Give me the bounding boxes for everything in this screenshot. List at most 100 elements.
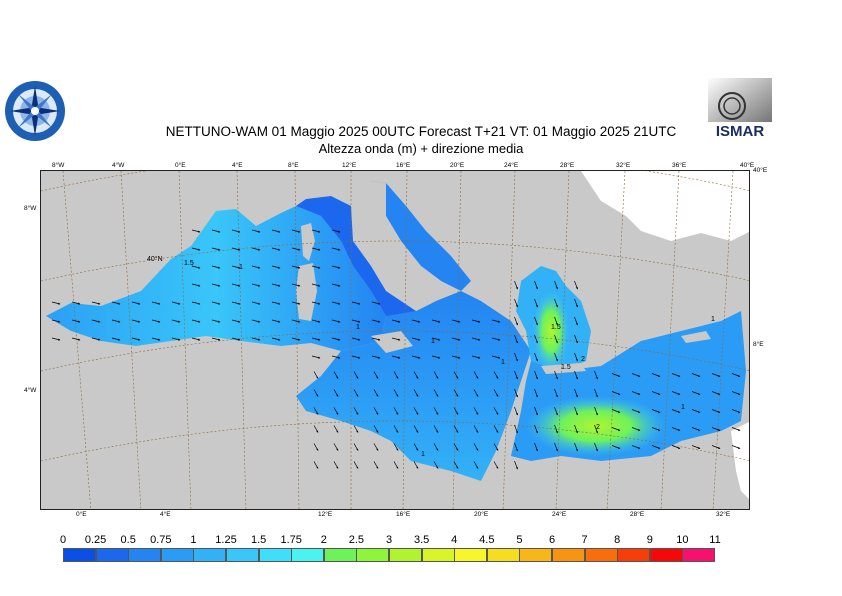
direction-arrow	[313, 425, 319, 433]
direction-arrow	[731, 409, 741, 413]
direction-arrow	[291, 319, 301, 323]
direction-arrow	[371, 301, 381, 305]
legend-color-swatch	[160, 548, 194, 562]
direction-arrow	[671, 427, 681, 431]
legend-value-label: 1.5	[250, 534, 267, 546]
direction-arrow	[611, 373, 621, 377]
direction-arrow	[574, 388, 578, 398]
direction-arrow	[211, 337, 221, 341]
contour-label: 1	[421, 451, 425, 458]
wave-height-map: 1.5 1 1 1 1 1.5 2 1.5 2 1 1 1 40°N	[40, 170, 750, 510]
direction-arrow	[271, 337, 281, 341]
legend-color-swatch	[584, 548, 618, 562]
legend-color-swatch	[356, 548, 390, 562]
direction-arrow	[211, 265, 221, 269]
legend-color-swatch	[193, 548, 227, 562]
direction-arrow	[493, 371, 499, 379]
direction-arrow	[311, 247, 321, 251]
direction-arrow	[471, 319, 481, 323]
direction-arrow	[631, 391, 641, 395]
direction-arrow	[373, 461, 379, 469]
direction-arrow	[191, 337, 201, 341]
direction-arrow	[651, 427, 661, 431]
ismar-logo: ISMAR	[708, 78, 772, 142]
contour-label: 1	[431, 338, 435, 345]
direction-arrow	[251, 283, 261, 287]
direction-arrow	[554, 370, 558, 380]
direction-arrow	[473, 371, 479, 379]
legend-value-label: 10	[676, 534, 689, 546]
contour-label: 1	[681, 404, 685, 411]
direction-arrow	[413, 461, 419, 469]
direction-arrow	[171, 319, 181, 323]
direction-arrow	[251, 319, 261, 323]
top-lon-tick: 12°E	[342, 162, 357, 169]
contour-label: 1.5	[551, 324, 561, 331]
direction-arrow	[311, 301, 321, 305]
direction-arrow	[514, 280, 518, 290]
legend-value-label: 1.75	[280, 534, 302, 546]
direction-arrow	[514, 298, 518, 308]
direction-arrow	[351, 301, 361, 305]
direction-arrow	[453, 371, 459, 379]
direction-arrow	[574, 406, 578, 416]
direction-arrow	[554, 334, 558, 344]
direction-arrow	[51, 301, 61, 305]
direction-arrow	[393, 461, 399, 469]
direction-arrow	[453, 461, 459, 469]
direction-arrow	[651, 409, 661, 413]
direction-arrow	[271, 319, 281, 323]
direction-arrow	[251, 265, 261, 269]
contour-label: 2	[596, 424, 600, 431]
direction-arrow	[491, 337, 501, 341]
top-lon-tick: 32°E	[616, 162, 631, 169]
direction-arrow	[353, 425, 359, 433]
direction-arrow	[251, 229, 261, 233]
direction-arrow	[151, 337, 161, 341]
direction-arrow	[371, 319, 381, 323]
direction-arrow	[611, 445, 621, 449]
bottom-lon-tick: 4°E	[160, 511, 171, 518]
legend-color-swatch	[552, 548, 586, 562]
adriatic-sea	[371, 181, 471, 291]
direction-arrow	[574, 316, 578, 326]
contour-label: 1	[356, 324, 360, 331]
top-lon-tick: 0°E	[175, 162, 186, 169]
direction-arrow	[311, 355, 321, 359]
direction-arrow	[671, 445, 681, 449]
direction-arrow	[651, 391, 661, 395]
direction-arrow	[433, 443, 439, 451]
top-lon-tick: 28°E	[560, 162, 575, 169]
direction-arrow	[393, 443, 399, 451]
direction-arrow	[731, 445, 741, 449]
legend-value-label: 2	[320, 534, 327, 546]
direction-arrow	[191, 319, 201, 323]
direction-arrow	[333, 443, 339, 451]
direction-arrow	[393, 389, 399, 397]
direction-arrow	[691, 373, 701, 377]
direction-arrow	[514, 460, 518, 470]
nettuno-logo	[4, 80, 66, 142]
direction-arrow	[493, 443, 499, 451]
direction-arrow	[331, 355, 341, 359]
direction-arrow	[391, 337, 401, 341]
direction-arrow	[534, 334, 538, 344]
direction-arrow	[631, 427, 641, 431]
direction-arrow	[431, 355, 441, 359]
direction-arrow	[711, 409, 721, 413]
direction-arrow	[671, 391, 681, 395]
direction-arrow	[554, 298, 558, 308]
direction-arrow	[251, 301, 261, 305]
direction-arrow	[451, 337, 461, 341]
legend-value-label: 4.5	[479, 534, 495, 546]
direction-arrow	[534, 370, 538, 380]
direction-arrow	[574, 298, 578, 308]
direction-arrow	[271, 229, 281, 233]
legend-color-swatch	[323, 548, 357, 562]
direction-arrow	[451, 355, 461, 359]
direction-arrow	[313, 461, 319, 469]
right-lat-tick: 40°E	[753, 167, 768, 174]
direction-arrow	[211, 319, 221, 323]
direction-arrow	[351, 355, 361, 359]
direction-arrow	[453, 389, 459, 397]
